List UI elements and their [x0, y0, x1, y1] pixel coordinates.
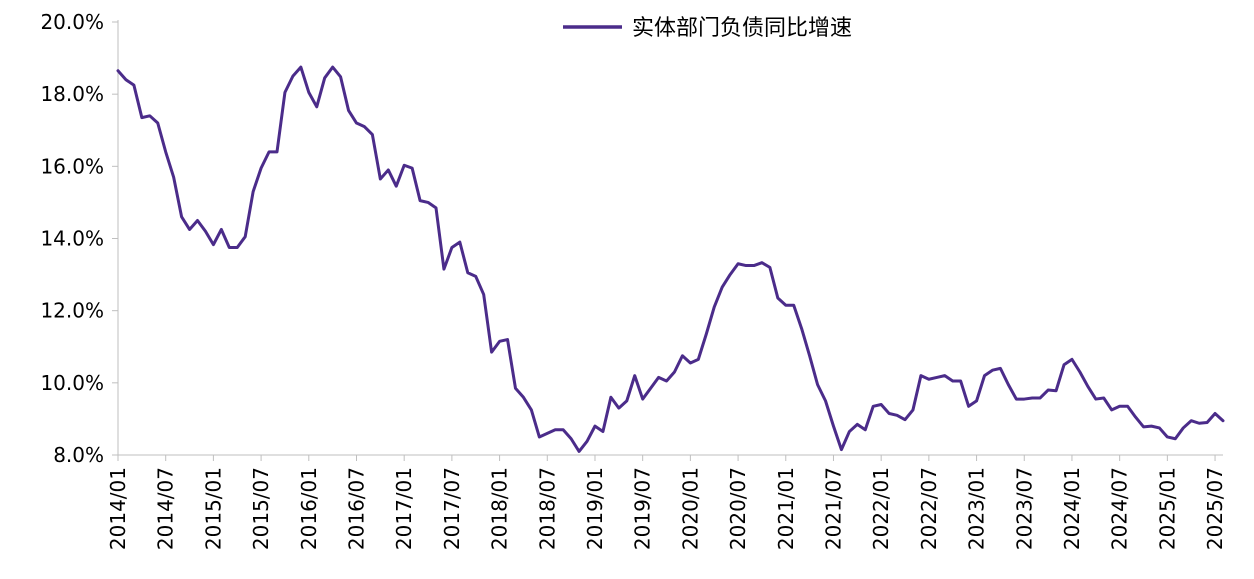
- y-tick-label: 10.0%: [40, 371, 104, 395]
- y-tick-label: 14.0%: [40, 227, 104, 251]
- x-tick-label: 2019/07: [631, 467, 655, 550]
- x-tick-label: 2021/01: [774, 467, 798, 550]
- y-axis: 8.0% 10.0% 12.0% 14.0% 16.0% 18.0% 20.0%: [40, 10, 119, 467]
- series-layer: [116, 65, 1225, 453]
- x-tick-label: 2014/07: [154, 467, 178, 550]
- y-tick-label: 20.0%: [40, 10, 104, 34]
- x-tick-label: 2023/07: [1012, 467, 1036, 550]
- x-tick-label: 2015/01: [201, 467, 225, 550]
- y-tick-label: 8.0%: [53, 443, 104, 467]
- x-tick-label: 2017/01: [392, 467, 416, 550]
- x-tick-label: 2020/07: [726, 467, 750, 550]
- x-tick-label: 2015/07: [249, 467, 273, 550]
- x-tick-label: 2022/07: [917, 467, 941, 550]
- x-tick-label: 2024/01: [1060, 467, 1084, 550]
- legend-label: 实体部门负债同比增速: [632, 16, 852, 41]
- x-tick-label: 2019/01: [583, 467, 607, 550]
- x-tick-label: 2024/07: [1108, 467, 1132, 550]
- legend: 实体部门负债同比增速: [563, 16, 852, 41]
- y-tick-label: 18.0%: [40, 82, 104, 106]
- x-axis: 2014/01 2014/07 2015/01 2015/07 2016/01 2016/…: [106, 454, 1227, 550]
- x-tick-label: 2014/01: [106, 467, 130, 550]
- x-tick-label: 2025/07: [1203, 467, 1227, 550]
- x-tick-label: 2018/01: [488, 467, 512, 550]
- x-tick-label: 2016/01: [297, 467, 321, 550]
- y-tick-label: 12.0%: [40, 299, 104, 323]
- x-tick-label: 2022/01: [869, 467, 893, 550]
- x-tick-label: 2018/07: [535, 467, 559, 550]
- x-tick-label: 2016/07: [344, 467, 368, 550]
- x-tick-label: 2025/01: [1155, 467, 1179, 550]
- x-tick-label: 2023/01: [965, 467, 989, 550]
- x-tick-label: 2020/01: [678, 467, 702, 550]
- x-tick-label: 2017/07: [440, 467, 464, 550]
- series-line: [116, 65, 1225, 453]
- y-tick-label: 16.0%: [40, 154, 104, 178]
- x-tick-label: 2021/07: [821, 467, 845, 550]
